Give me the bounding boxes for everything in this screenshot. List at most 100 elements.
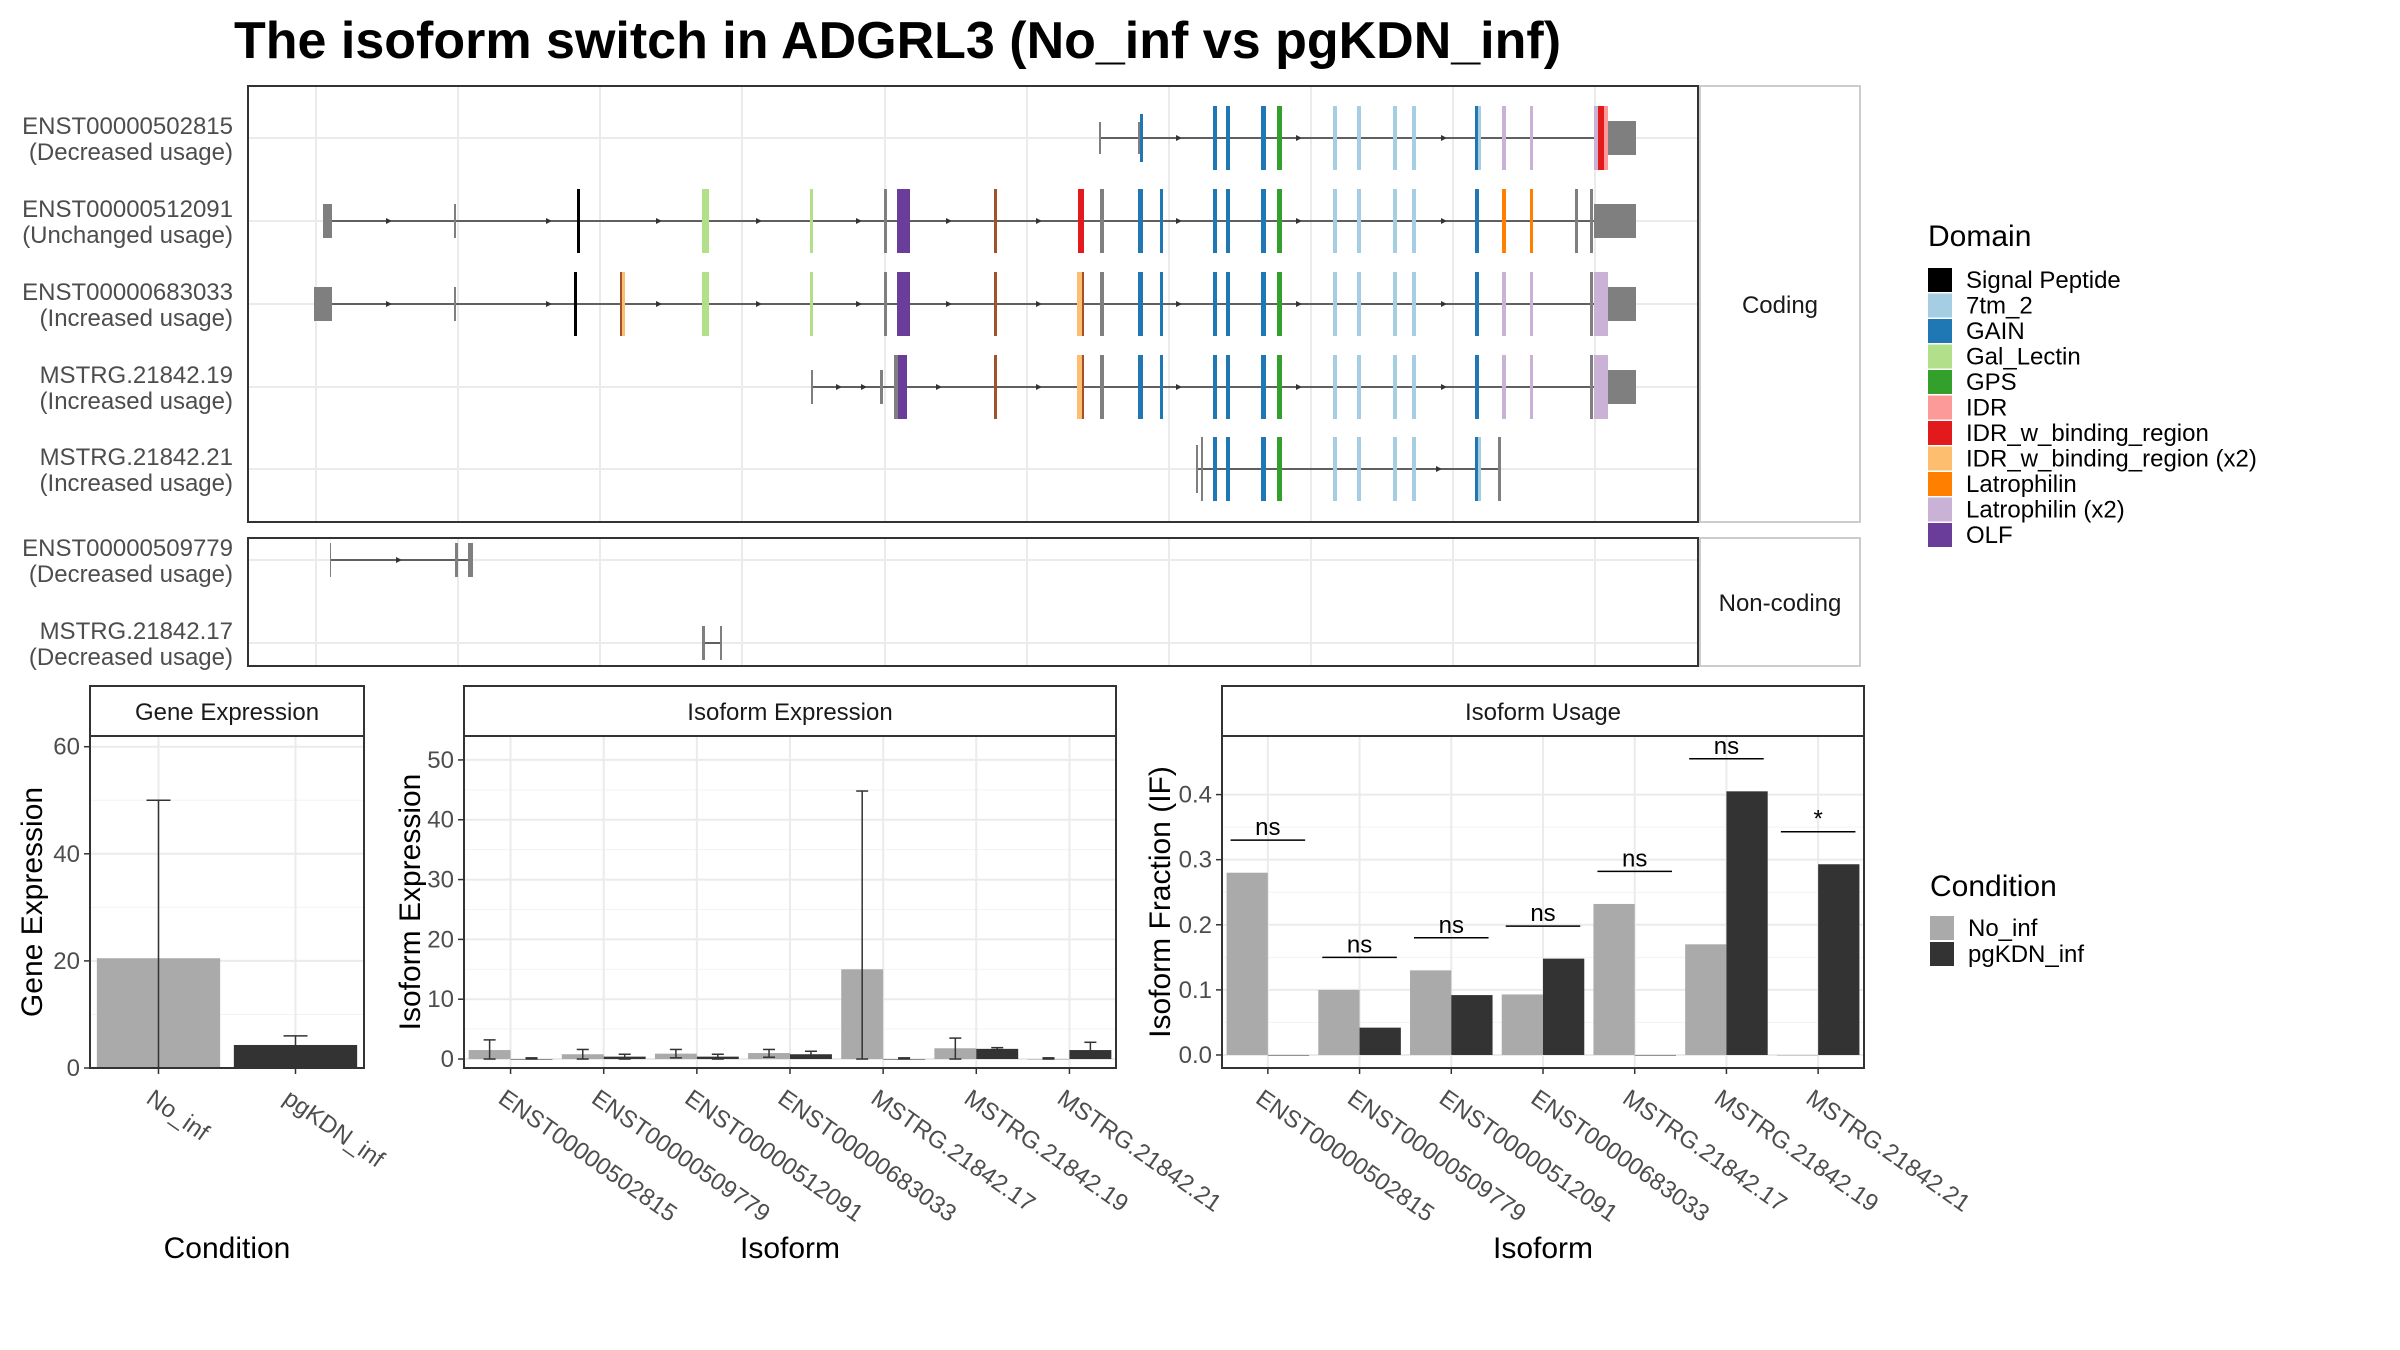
domain-legend-swatch xyxy=(1928,395,1952,420)
transcript-id-label: ENST00000509779 xyxy=(22,535,233,562)
exon-mark xyxy=(1594,355,1608,419)
strand-arrow xyxy=(1176,384,1182,390)
exon-mark xyxy=(1277,189,1282,253)
bar-No_inf xyxy=(1226,872,1268,1055)
isoform-expression-panel: Isoform Expression01020304050ENST0000050… xyxy=(394,685,1226,1265)
strand-arrow xyxy=(856,218,862,224)
x-axis-label: Condition xyxy=(164,1232,291,1265)
strand-arrow xyxy=(1296,301,1302,307)
exon-mark xyxy=(1357,106,1361,170)
y-tick-label: 10 xyxy=(427,986,454,1013)
exon-mark xyxy=(1160,355,1163,419)
strand-arrow xyxy=(856,301,862,307)
exon-mark xyxy=(1226,355,1230,419)
bar-pgKDN_inf xyxy=(1634,1054,1676,1056)
domain-legend-swatch xyxy=(1928,268,1952,292)
y-tick-label: 40 xyxy=(427,807,454,834)
x-tick-label: MSTRG.21842.17 xyxy=(866,1085,1040,1218)
exon-mark xyxy=(1594,204,1636,238)
strand-arrow xyxy=(946,301,952,307)
exon-mark xyxy=(455,543,458,577)
y-tick-label: 0.3 xyxy=(1179,847,1212,874)
exon-mark xyxy=(1393,437,1397,501)
strand-arrow xyxy=(656,301,662,307)
exon-mark xyxy=(1100,189,1104,253)
gene-expression-panel: Gene Expression 0 20 40 60 No_inf pgKDN_inf Con… xyxy=(16,685,389,1265)
condition-legend-label: No_inf xyxy=(1968,915,2038,942)
panel-background xyxy=(248,538,1698,666)
exon-mark xyxy=(1590,189,1593,253)
exon-mark xyxy=(894,355,898,419)
domain-legend-title: Domain xyxy=(1928,220,2031,253)
exon-mark xyxy=(1138,189,1143,253)
domain-legend-label: Latrophilin xyxy=(1966,471,2077,498)
transcript-usage-label: (Decreased usage) xyxy=(29,139,233,166)
y-axis-label: Isoform Expression xyxy=(394,774,427,1031)
exon-mark xyxy=(620,272,622,336)
strand-arrow xyxy=(836,384,842,390)
significance-label: ns xyxy=(1714,733,1739,760)
exon-mark xyxy=(1502,272,1506,336)
exon-mark xyxy=(1608,287,1636,321)
exon-mark xyxy=(1530,106,1533,170)
exon-mark xyxy=(454,287,456,321)
bar xyxy=(233,1044,358,1068)
y-axis-label: Gene Expression xyxy=(16,787,49,1017)
exon-mark xyxy=(884,272,887,336)
exon-mark xyxy=(1590,355,1593,419)
strand-arrow xyxy=(946,218,952,224)
strand-arrow xyxy=(756,301,762,307)
x-tick-label: MSTRG.21842.21 xyxy=(1801,1085,1975,1218)
exon-mark xyxy=(1077,272,1084,336)
exon-mark xyxy=(1393,189,1397,253)
strand-arrow xyxy=(1441,135,1447,141)
exon-mark xyxy=(1357,355,1361,419)
bar-No_inf xyxy=(1776,1054,1819,1056)
exon-mark xyxy=(468,543,473,577)
strand-arrow xyxy=(1441,301,1447,307)
exon-mark xyxy=(810,189,813,253)
exon-mark xyxy=(1226,189,1230,253)
domain-legend-label: IDR xyxy=(1966,395,2007,422)
exon-mark xyxy=(1412,106,1416,170)
exon-mark xyxy=(1213,355,1217,419)
bar-pgKDN_inf xyxy=(1359,1027,1401,1055)
significance-label: ns xyxy=(1255,814,1280,841)
exon-mark xyxy=(1393,355,1397,419)
exon-mark xyxy=(1475,189,1479,253)
bar-pgKDN_inf xyxy=(1543,958,1585,1055)
strand-arrow xyxy=(1441,218,1447,224)
exon-mark xyxy=(1277,437,1282,501)
exon-mark xyxy=(1333,189,1337,253)
exon-mark xyxy=(1502,189,1506,253)
exon-mark xyxy=(1138,272,1143,336)
exon-mark xyxy=(994,355,997,419)
exon-mark xyxy=(1393,272,1397,336)
bar-No_inf xyxy=(1685,944,1727,1055)
domain-legend-swatch xyxy=(1928,293,1952,318)
bar-No_inf xyxy=(1501,994,1543,1055)
y-tick-label: 20 xyxy=(53,948,80,975)
exon-mark xyxy=(1261,106,1266,170)
bar-pgKDN_inf xyxy=(1451,995,1493,1055)
strand-arrow xyxy=(1036,218,1042,224)
domain-legend-swatch xyxy=(1928,421,1952,445)
exon-mark xyxy=(1475,355,1479,419)
transcript-usage-label: (Unchanged usage) xyxy=(22,222,233,249)
panel-border xyxy=(89,735,365,1069)
strand-arrow xyxy=(1176,135,1182,141)
exon-mark xyxy=(1213,189,1217,253)
domain-legend-swatch xyxy=(1928,319,1952,343)
exon-mark xyxy=(1099,122,1101,154)
panel-strip-label: Gene Expression xyxy=(135,699,319,726)
exon-mark xyxy=(994,272,997,336)
exon-mark xyxy=(574,272,577,336)
domain-legend-label: GAIN xyxy=(1966,318,2025,345)
transcript-usage-label: (Decreased usage) xyxy=(29,644,233,671)
y-tick-label: 60 xyxy=(53,734,80,761)
domain-legend-label: IDR_w_binding_region xyxy=(1966,420,2209,447)
significance-label: ns xyxy=(1622,845,1647,872)
exon-mark xyxy=(1213,272,1217,336)
